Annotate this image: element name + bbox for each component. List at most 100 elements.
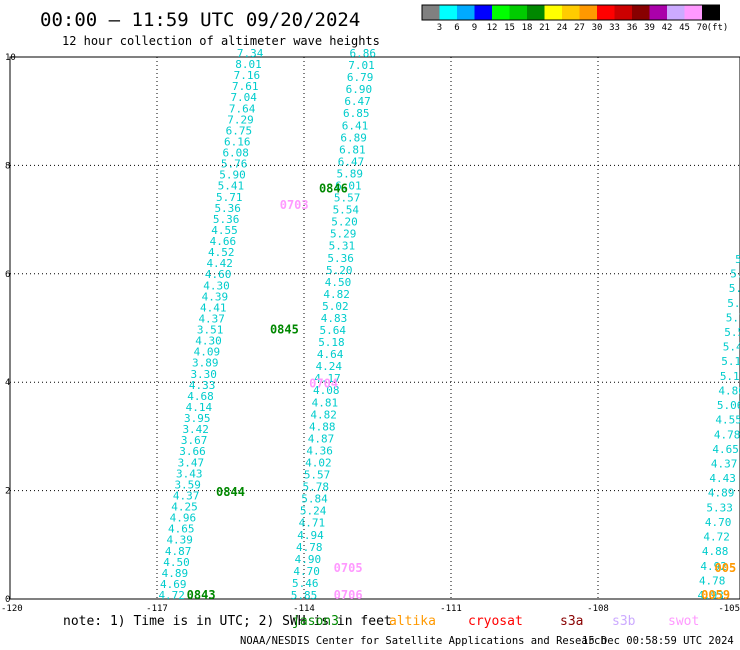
wave-height-point: 4.50 [163,556,190,569]
wave-height-point: 5.29 [330,228,357,241]
wave-height-point: 4.90 [295,553,322,566]
wave-height-point: 5.18 [318,336,345,349]
wave-height-point: 4.82 [310,408,337,421]
wave-height-point: 5.52 [729,282,740,295]
y-tick-label: 0 [5,595,10,605]
legend-swatch [492,5,510,20]
wave-height-point: 5.89 [336,167,363,180]
legend-tick: 24 [557,23,568,33]
legend-swatch [544,5,562,20]
wave-height-point: 5.64 [319,324,346,337]
wave-height-point: 6.08 [222,147,249,160]
wave-height-point: 6.01 [335,179,362,192]
wave-height-point: 4.30 [203,279,230,292]
legend-swatch [614,5,632,20]
legend-swatch [474,5,492,20]
satellite-legend-cryosat: cryosat [468,614,523,629]
legend-tick: 18 [522,23,533,33]
legend-swatch [422,5,440,20]
satellite-legend: jason3 altika cryosat s3a s3b swot [292,614,699,629]
wave-height-point: 6.79 [347,71,374,84]
satellite-legend-s3a: s3a [560,614,583,629]
wave-height-point: 4.36 [306,444,333,457]
wave-height-point: 5.57 [724,326,740,339]
wave-height-point: 8.01 [235,58,262,71]
wave-height-point: 5.71 [216,191,243,204]
wave-height-point: 4.70 [293,565,320,578]
wave-height-point: 4.39 [166,534,193,547]
wave-height-point: 4.25 [171,501,198,514]
footer-note: note: 1) Time is in UTC; 2) SWH is in fe… [63,614,392,629]
wave-height-point: 5.77 [726,311,740,324]
legend-tick: 70 [697,23,708,33]
wave-height-point: 5.24 [300,505,327,518]
wave-height-point: 5.20 [326,264,353,277]
wave-height-point: 4.42 [206,257,233,270]
wave-height-point: 4.37 [711,458,738,471]
wave-height-point: 5.57 [334,192,361,205]
legend-tick: 42 [662,23,673,33]
wave-height-point: 7.61 [232,80,259,93]
legend-tick: 36 [627,23,638,33]
wave-height-point: 4.65 [168,523,195,536]
legend-tick: 12 [487,23,498,33]
legend-swatch [579,5,597,20]
wave-height-point: 3.30 [190,368,217,381]
wave-height-point: 3.43 [176,467,203,480]
wave-height-point: 5.06 [717,399,740,412]
wave-height-point: 5.84 [301,493,328,506]
legend-swatch [649,5,667,20]
pass-time-label: 005 [715,561,737,575]
wave-height-point: 5.36 [327,252,354,265]
wave-height-point: 7.01 [348,59,375,72]
wave-height-point: 3.51 [197,324,224,337]
wave-height-point: 4.87 [308,432,335,445]
wave-height-point: 7.29 [227,113,254,126]
wave-height-point: 6.85 [343,107,370,120]
wave-height-point: 4.83 [321,312,348,325]
wave-height-point: 3.67 [181,434,208,447]
wave-height-point: 4.69 [160,578,187,591]
legend-swatch [667,5,685,20]
satellite-legend-swot: swot [668,614,699,629]
wave-height-point: 4.81 [312,396,339,409]
wave-height-point: 5.8 [735,253,740,266]
wave-height-point: 4.55 [715,414,740,427]
wave-height-point: 5.36 [213,213,240,226]
wave-height-point: 5.41 [218,180,245,193]
wave-height-point: 4.78 [714,428,740,441]
wave-height-point: 6.75 [226,124,253,137]
legend-swatch [702,5,720,20]
wave-height-point: 4.82 [323,288,350,301]
pass-time-labels: 0843 0844 0845 0846 0703 0704 0705 0706 005 0059 [187,182,737,603]
wave-height-point: 4.17 [314,372,341,385]
wave-height-point: 7.16 [234,69,261,82]
wave-height-point: 3.42 [182,423,209,436]
pass-time-label: 0705 [334,561,363,575]
wave-height-point: 6.81 [339,143,366,156]
wave-height-point: 7.64 [229,102,256,115]
wave-height-point: 4.39 [202,290,229,303]
wave-height-point: 4.89 [162,567,189,580]
wave-height-point: 6.41 [342,119,369,132]
wave-height-point: 5.57 [304,469,331,482]
satellite-legend-altika: altika [389,614,436,629]
wave-height-point: 4.92 [700,560,727,573]
wave-height-point: 4.88 [309,420,336,433]
legend-tick: 9 [472,23,477,33]
wave-height-point: 4.72 [703,531,730,544]
wave-height-point: 4.96 [170,512,197,525]
wave-height-point: 4.30 [195,335,222,348]
chart-title: 00:00 – 11:59 UTC 09/20/2024 [40,9,360,31]
pass-time-label: 0844 [216,485,245,499]
pass-time-label: 0706 [334,588,363,602]
wave-height-point: 4.64 [317,348,344,361]
wave-height-point: 4.37 [173,489,200,502]
wave-height-point: 4.68 [187,390,214,403]
legend-tick: 3 [437,23,442,33]
wave-height-point: 4.50 [325,276,352,289]
pass-time-label: 0059 [701,588,730,602]
wave-height-point: 4.89 [708,487,735,500]
legend-tick: 15 [504,23,515,33]
legend-swatch [562,5,580,20]
